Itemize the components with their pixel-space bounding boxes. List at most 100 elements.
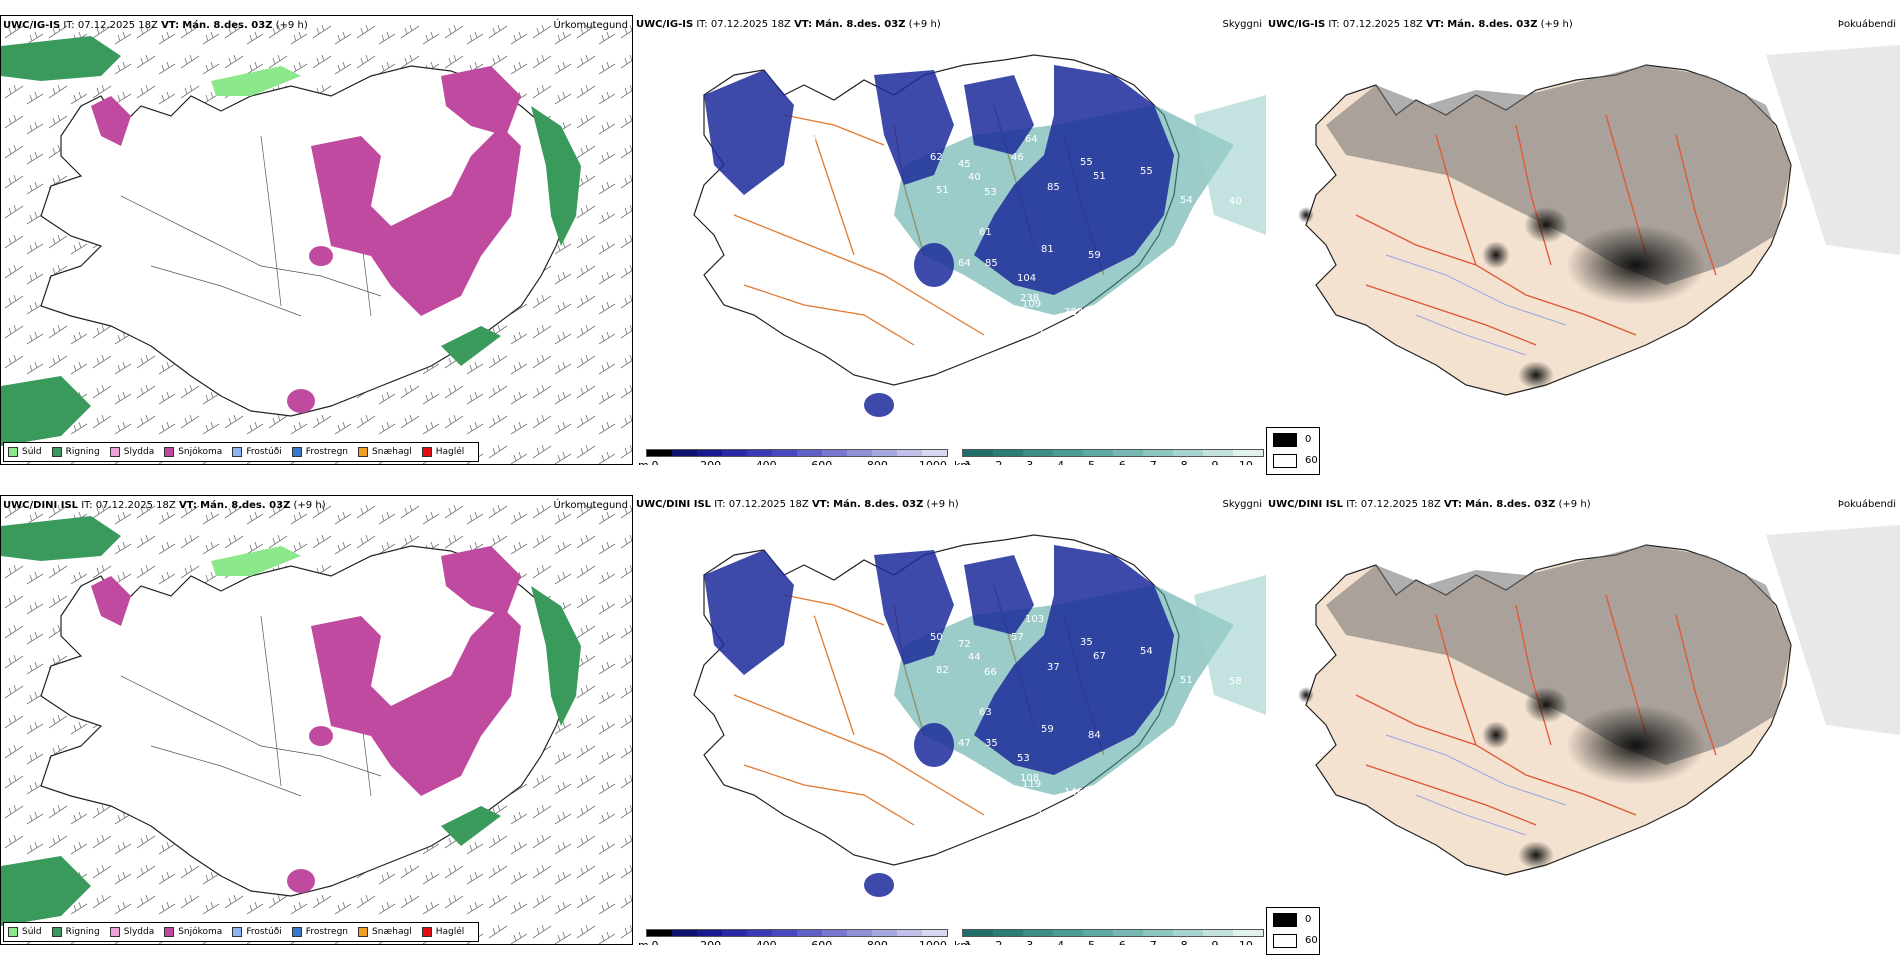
legend-swatch	[51, 927, 62, 937]
colorbar-tick: 200	[700, 459, 721, 465]
colorbar-tick: 400	[756, 459, 777, 465]
forecast-row: UWC/IG-IS IT: 07.12.2025 18Z VT: Mán. 8.…	[0, 15, 1900, 475]
low-visibility-area	[1194, 575, 1266, 715]
legend-label: Haglél	[435, 447, 465, 457]
cloud-base-label: 166	[1078, 801, 1097, 812]
panel-header: UWC/IG-IS IT: 07.12.2025 18Z VT: Mán. 8.…	[636, 19, 941, 30]
cloud-base-label: 47	[1157, 338, 1170, 349]
colorbar-tick: 1000	[919, 939, 947, 945]
legend-item: Rigning	[51, 447, 100, 457]
colorbar-tick: 2	[995, 459, 1002, 465]
fog-index-panel[interactable]: UWC/IG-IS IT: 07.12.2025 18Z VT: Mán. 8.…	[1266, 15, 1900, 465]
rivers	[1385, 254, 1567, 356]
cloud-base-label: 45	[1216, 282, 1229, 293]
snow-area	[441, 66, 521, 136]
precip-type-panel[interactable]: UWC/IG-IS IT: 07.12.2025 18Z VT: Mán. 8.…	[0, 15, 633, 465]
low-cloud-area	[874, 550, 954, 665]
panel-title-visibility: Skyggni	[1222, 499, 1262, 510]
colorbar-tick: 10	[1239, 939, 1253, 945]
cloud-visibility-panel[interactable]: UWC/DINI ISL IT: 07.12.2025 18Z VT: Mán.…	[634, 495, 1266, 945]
rain-area	[441, 806, 501, 846]
cloud-base-label: 82	[800, 173, 813, 184]
cloud-base-label: 100	[1208, 301, 1227, 312]
cloud-base-label: 87	[946, 838, 959, 849]
legend-label: Súld	[22, 927, 42, 937]
legend-label: Frostregn	[305, 927, 349, 937]
precip-type-panel[interactable]: UWC/DINI ISL IT: 07.12.2025 18Z VT: Mán.…	[0, 495, 633, 945]
legend-item: Snæhagl	[358, 447, 412, 457]
low-cloud-area	[974, 545, 1174, 775]
colorbar-tick: 7	[1150, 939, 1157, 945]
cloud-base-label: 59	[1088, 250, 1101, 261]
cloud-base-label: 61	[1151, 375, 1164, 386]
precip-map[interactable]	[1, 496, 633, 945]
legend-swatch	[8, 447, 18, 457]
legend-label: Haglél	[435, 927, 465, 937]
cloud-base-label: 82	[1157, 818, 1170, 829]
fog-index-panel[interactable]: UWC/DINI ISL IT: 07.12.2025 18Z VT: Mán.…	[1266, 495, 1900, 945]
legend-label: Snæhagl	[372, 447, 412, 457]
cloud-base-label: 42	[1173, 808, 1186, 819]
colorbar-tick: 200	[700, 939, 721, 945]
fog-map[interactable]	[1266, 15, 1900, 445]
colorbar-tick: 1000	[919, 459, 947, 465]
cloud-base-label: 42	[764, 742, 777, 753]
cloud-base-label: 41	[1093, 802, 1106, 813]
legend-swatch	[232, 927, 243, 937]
low-cloud-area	[704, 70, 794, 195]
colorbar-tick: 9	[1212, 459, 1219, 465]
cloud-base-colorbar: m0 200 400 600 800 1000	[638, 449, 948, 465]
cloud-base-label: 102	[1165, 754, 1184, 765]
colorbar-strip	[646, 929, 948, 937]
legend-swatch	[421, 927, 432, 937]
cloud-base-label: 51	[1161, 346, 1174, 357]
cloud-base-label: 66	[1078, 321, 1091, 332]
fog-core	[1566, 225, 1706, 305]
low-cloud-area	[704, 550, 794, 675]
fog-swatch-clear	[1273, 454, 1297, 468]
legend-item: Frostregn	[291, 927, 349, 937]
legend-swatch	[164, 927, 175, 937]
low-cloud-area	[864, 873, 894, 897]
cloud-base-label: 54	[1180, 195, 1193, 206]
snow-area	[309, 246, 333, 266]
cloud-base-label: 56	[764, 262, 777, 273]
low-cloud-area	[914, 723, 954, 767]
cloud-base-label: 45	[958, 159, 971, 170]
rivers	[1385, 734, 1567, 836]
fog-map[interactable]	[1266, 495, 1900, 925]
legend-swatch	[358, 927, 369, 937]
cloud-base-label: 108	[1020, 773, 1039, 784]
rain-area	[531, 106, 581, 246]
cloud-base-label: 219	[1203, 735, 1222, 746]
cloud-base-label: 57	[1011, 632, 1024, 643]
cloud-base-label: 42	[1112, 338, 1125, 349]
fog-core	[1518, 841, 1554, 869]
fog-core	[1524, 687, 1568, 723]
colorbar-tick: 10	[1239, 459, 1253, 465]
fog-swatch-dense	[1273, 913, 1297, 927]
legend-item: Slydda	[109, 927, 154, 937]
legend-label: Frostúði	[246, 447, 282, 457]
cloud-base-label: 102	[1090, 807, 1109, 818]
colorbar-strip	[962, 929, 1264, 937]
colorbar-unit: km	[954, 939, 971, 945]
low-cloud-area	[974, 65, 1174, 295]
fog-core	[1298, 687, 1314, 703]
fog-legend: 0 60	[1266, 427, 1320, 475]
cloud-base-label: 72	[958, 639, 971, 650]
panel-header: UWC/IG-IS IT: 07.12.2025 18Z VT: Mán. 8.…	[3, 20, 308, 31]
cloud-base-label: 47	[958, 738, 971, 749]
snow-area	[311, 606, 521, 796]
cloud-visibility-panel[interactable]: UWC/IG-IS IT: 07.12.2025 18Z VT: Mán. 8.…	[634, 15, 1266, 465]
snow-area	[441, 546, 521, 616]
cloud-base-label: 51	[1093, 171, 1106, 182]
legend-swatch	[51, 447, 62, 457]
snow-area	[91, 96, 131, 146]
legend-swatch	[291, 927, 302, 937]
cloud-base-label: 91	[992, 787, 1005, 798]
precip-map[interactable]	[1, 16, 633, 465]
colorbar-tick: 2	[995, 939, 1002, 945]
